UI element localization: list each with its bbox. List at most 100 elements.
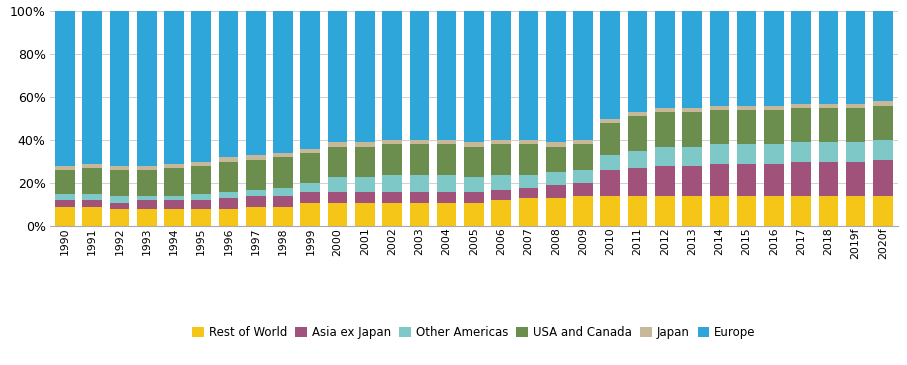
- Bar: [55, 194, 74, 200]
- Bar: [682, 196, 702, 226]
- Bar: [437, 203, 456, 226]
- Bar: [55, 207, 74, 226]
- Bar: [219, 192, 239, 198]
- Bar: [846, 162, 865, 196]
- Bar: [546, 11, 566, 142]
- Bar: [819, 11, 838, 104]
- Bar: [437, 192, 456, 203]
- Bar: [137, 11, 157, 166]
- Bar: [492, 140, 511, 145]
- Bar: [246, 155, 266, 160]
- Bar: [736, 164, 756, 196]
- Bar: [736, 11, 756, 106]
- Bar: [191, 162, 211, 166]
- Bar: [273, 157, 293, 188]
- Bar: [655, 11, 675, 108]
- Bar: [492, 145, 511, 174]
- Bar: [327, 177, 347, 192]
- Bar: [327, 142, 347, 147]
- Bar: [600, 119, 620, 123]
- Bar: [382, 11, 402, 140]
- Bar: [709, 106, 729, 110]
- Bar: [55, 200, 74, 207]
- Bar: [437, 145, 456, 174]
- Bar: [246, 11, 266, 155]
- Bar: [846, 142, 865, 162]
- Bar: [764, 145, 784, 164]
- Bar: [709, 11, 729, 106]
- Bar: [791, 108, 811, 142]
- Bar: [655, 112, 675, 147]
- Bar: [437, 11, 456, 140]
- Bar: [137, 166, 157, 170]
- Bar: [846, 104, 865, 108]
- Bar: [628, 196, 648, 226]
- Bar: [164, 209, 184, 226]
- Bar: [573, 11, 593, 140]
- Bar: [137, 170, 157, 196]
- Bar: [327, 192, 347, 203]
- Bar: [191, 209, 211, 226]
- Bar: [519, 140, 538, 145]
- Bar: [437, 140, 456, 145]
- Bar: [709, 196, 729, 226]
- Bar: [492, 200, 511, 226]
- Bar: [219, 162, 239, 192]
- Bar: [83, 168, 102, 194]
- Bar: [219, 209, 239, 226]
- Bar: [327, 11, 347, 142]
- Bar: [709, 110, 729, 145]
- Bar: [382, 192, 402, 203]
- Bar: [764, 106, 784, 110]
- Bar: [573, 145, 593, 170]
- Bar: [682, 166, 702, 196]
- Bar: [327, 147, 347, 177]
- Bar: [682, 108, 702, 112]
- Bar: [300, 11, 320, 149]
- Bar: [764, 110, 784, 145]
- Bar: [110, 170, 129, 196]
- Bar: [573, 170, 593, 183]
- Legend: Rest of World, Asia ex Japan, Other Americas, USA and Canada, Japan, Europe: Rest of World, Asia ex Japan, Other Amer…: [188, 321, 760, 343]
- Bar: [600, 155, 620, 170]
- Bar: [355, 142, 375, 147]
- Bar: [873, 196, 892, 226]
- Bar: [164, 196, 184, 200]
- Bar: [628, 112, 648, 116]
- Bar: [628, 116, 648, 151]
- Bar: [410, 174, 429, 192]
- Bar: [382, 140, 402, 145]
- Bar: [600, 196, 620, 226]
- Bar: [764, 11, 784, 106]
- Bar: [464, 177, 483, 192]
- Bar: [736, 110, 756, 145]
- Bar: [437, 174, 456, 192]
- Bar: [382, 203, 402, 226]
- Bar: [273, 207, 293, 226]
- Bar: [519, 188, 538, 198]
- Bar: [273, 11, 293, 153]
- Bar: [736, 145, 756, 164]
- Bar: [464, 142, 483, 147]
- Bar: [546, 142, 566, 147]
- Bar: [137, 196, 157, 200]
- Bar: [791, 162, 811, 196]
- Bar: [573, 140, 593, 145]
- Bar: [83, 164, 102, 168]
- Bar: [573, 183, 593, 196]
- Bar: [846, 11, 865, 104]
- Bar: [655, 166, 675, 196]
- Bar: [464, 11, 483, 142]
- Bar: [819, 196, 838, 226]
- Bar: [546, 198, 566, 226]
- Bar: [519, 174, 538, 188]
- Bar: [464, 203, 483, 226]
- Bar: [873, 101, 892, 106]
- Bar: [55, 11, 74, 166]
- Bar: [110, 196, 129, 203]
- Bar: [191, 166, 211, 194]
- Bar: [600, 170, 620, 196]
- Bar: [682, 147, 702, 166]
- Bar: [110, 203, 129, 209]
- Bar: [83, 207, 102, 226]
